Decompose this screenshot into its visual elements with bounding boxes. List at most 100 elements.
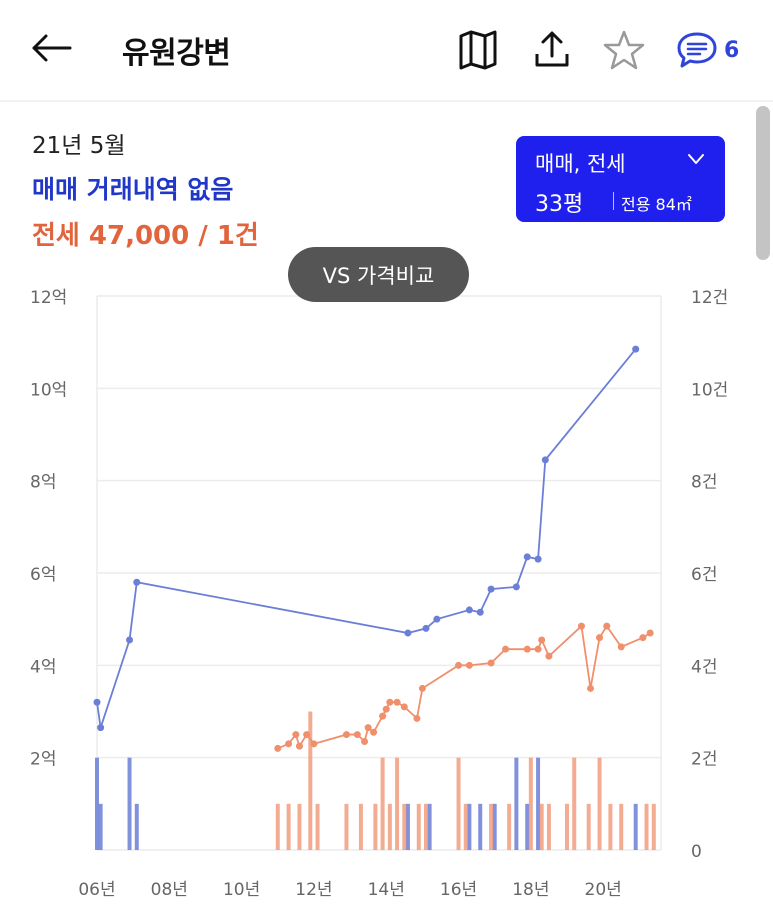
- volume-bar: [528, 757, 533, 850]
- price-point: [433, 615, 441, 623]
- volume-bar: [424, 803, 428, 850]
- volume-bar: [427, 803, 432, 850]
- price-point: [639, 634, 647, 642]
- y-right-tick-label: 6건: [691, 565, 717, 585]
- price-point: [133, 578, 141, 586]
- price-point: [303, 731, 311, 739]
- volume-bar: [456, 757, 461, 850]
- volume-bar: [373, 803, 378, 850]
- scrollbar[interactable]: [756, 106, 770, 260]
- volume-bar: [387, 803, 392, 850]
- volume-bar: [402, 803, 407, 850]
- volume-bar: [463, 803, 468, 850]
- jeonse-summary: 전세 47,000 / 1건: [32, 221, 259, 251]
- x-tick-label: 14년: [368, 880, 405, 900]
- vs-compare-button[interactable]: VS 가격비교: [288, 247, 469, 302]
- header-divider: [0, 100, 773, 102]
- price-line: [96, 348, 637, 728]
- selector-separator: [613, 192, 614, 210]
- header: 유원강변 6: [0, 0, 773, 100]
- volume-bar: [416, 803, 421, 850]
- selector-size: 33평: [535, 192, 584, 217]
- y-right-tick-label: 0: [691, 842, 702, 862]
- x-tick-label: 18년: [512, 880, 549, 900]
- price-point: [413, 714, 421, 722]
- price-line: [277, 624, 651, 750]
- price-point: [534, 555, 542, 563]
- back-arrow-icon[interactable]: [26, 26, 76, 70]
- price-point: [393, 698, 401, 706]
- volume-bar: [536, 757, 541, 850]
- volume-bar: [633, 803, 638, 850]
- volume-bar: [308, 711, 313, 850]
- price-point: [523, 645, 531, 653]
- share-icon[interactable]: [530, 28, 574, 72]
- price-point: [93, 698, 101, 706]
- y-left-tick-label: 6억: [30, 565, 56, 585]
- volume-bar: [565, 803, 569, 850]
- price-point: [97, 724, 105, 732]
- price-point: [541, 456, 549, 464]
- volume-bar: [286, 803, 291, 850]
- y-left-tick-label: 10억: [30, 380, 67, 400]
- volume-bar: [644, 803, 649, 850]
- price-point: [523, 553, 531, 561]
- volume-bar: [478, 803, 483, 850]
- price-point: [465, 661, 473, 669]
- price-point: [577, 622, 585, 630]
- volume-bar: [275, 803, 280, 850]
- price-point: [353, 731, 361, 739]
- volume-bar: [127, 757, 132, 850]
- y-right-tick-label: 10건: [691, 380, 728, 400]
- price-point: [379, 712, 387, 720]
- price-point: [455, 661, 463, 669]
- price-point: [370, 728, 378, 736]
- volume-bar: [95, 757, 99, 850]
- y-left-tick-label: 12억: [30, 288, 67, 308]
- price-point: [400, 703, 408, 711]
- price-point: [538, 636, 546, 644]
- x-tick-label: 20년: [585, 880, 622, 900]
- price-point: [487, 585, 495, 593]
- volume-bar: [525, 803, 530, 850]
- volume-bar: [358, 803, 363, 850]
- volume-bar: [608, 803, 613, 850]
- volume-bar: [467, 803, 472, 850]
- price-chart: 12억 10억 8억 6억 4억 2억 12건 10건 8건 6건 4건 2건 0 06년 08년 10년 12…: [30, 288, 728, 900]
- volume-bar: [619, 803, 624, 850]
- price-point: [476, 608, 484, 616]
- summary-date: 21년 5월: [32, 133, 126, 159]
- price-point: [617, 643, 625, 651]
- chevron-down-icon: [688, 154, 704, 164]
- volume-bar: [539, 803, 544, 850]
- map-icon[interactable]: [456, 28, 500, 72]
- star-icon[interactable]: [602, 28, 646, 72]
- y-right-tick-label: 12건: [691, 288, 728, 308]
- x-tick-label: 08년: [151, 880, 188, 900]
- price-point: [364, 724, 372, 732]
- x-tick-label: 16년: [440, 880, 477, 900]
- selector-type: 매매, 전세: [535, 152, 626, 176]
- price-point: [418, 684, 426, 692]
- volume-bar: [315, 803, 320, 850]
- price-point: [534, 645, 542, 653]
- y-left-tick-label: 4억: [30, 657, 56, 677]
- sale-summary: 매매 거래내역 없음: [32, 175, 234, 204]
- x-tick-label: 06년: [78, 880, 115, 900]
- price-point: [587, 684, 594, 692]
- x-tick-label: 12년: [295, 880, 332, 900]
- price-point: [502, 645, 510, 653]
- price-point: [292, 731, 300, 739]
- type-size-selector[interactable]: 매매, 전세 33평 전용 84㎡: [516, 136, 725, 222]
- chat-button[interactable]: 6: [676, 28, 739, 72]
- volume-bar: [98, 803, 103, 850]
- price-point: [632, 345, 640, 353]
- volume-bar: [514, 757, 519, 850]
- y-left-tick-label: 8억: [30, 473, 56, 493]
- y-right-tick-label: 2건: [691, 750, 717, 770]
- price-point: [512, 583, 520, 591]
- volume-bar: [507, 803, 512, 850]
- price-point: [603, 622, 611, 630]
- price-point: [404, 629, 412, 637]
- chat-count: 6: [724, 37, 740, 63]
